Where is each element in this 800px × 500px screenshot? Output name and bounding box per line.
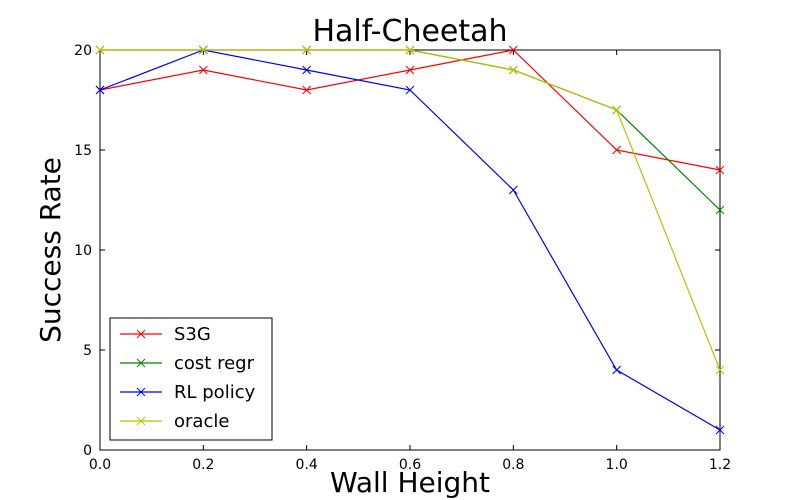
legend-label-s3g: S3G [174,324,211,345]
x-axis-label: Wall Height [330,466,490,499]
data-point-rl-policy [405,85,415,95]
data-point-s3g-stroke-b [302,85,312,95]
data-point-oracle-stroke-b [405,45,415,55]
data-point-s3g [612,145,622,155]
y-tick-label: 10 [74,243,92,259]
data-point-cost-regr-stroke-b [715,205,725,215]
plot-area: 0.0 0.2 0.4 0.6 0.8 1.0 1.2 0 5 10 15 20 [74,43,731,473]
data-point-s3g-stroke-b [715,165,725,175]
y-tick-label: 0 [83,443,92,459]
legend-label-rl-policy: RL policy [174,382,256,403]
x-tick-label: 0.2 [192,457,214,473]
y-axis-label: Success Rate [34,157,67,343]
data-point-rl-policy-stroke-b [715,425,725,435]
data-point-oracle-stroke-b [198,45,208,55]
data-point-oracle [612,105,622,115]
data-point-oracle [95,45,105,55]
series-line-cost-regr [100,49,721,211]
legend-marker-rl-policy [136,387,146,397]
data-point-oracle [302,45,312,55]
data-point-oracle-stroke-b [508,65,518,75]
legend-marker-s3g [136,329,146,339]
legend-marker-cost-regr [136,358,146,368]
chart-title: Half-Cheetah [312,14,507,49]
x-tick-label: 1.2 [709,457,731,473]
data-point-rl-policy [302,65,312,75]
data-point-oracle [405,45,415,55]
x-tick-label: 0.6 [399,457,421,473]
data-point-oracle [198,45,208,55]
data-point-rl-policy-stroke-b [612,365,622,375]
data-point-s3g [405,65,415,75]
data-point-s3g-stroke-b [198,65,208,75]
data-point-rl-policy [95,85,105,95]
data-point-s3g-stroke-b [405,65,415,75]
data-point-oracle-stroke-b [612,105,622,115]
legend-marker-s3g-stroke-b [136,329,146,339]
data-point-oracle-stroke-b [715,365,725,375]
data-point-rl-policy-stroke-b [508,185,518,195]
y-tick-label: 5 [83,343,92,359]
data-point-rl-policy [612,365,622,375]
data-point-rl-policy [715,425,725,435]
legend-label-cost-regr: cost regr [174,353,255,374]
data-point-s3g [508,45,518,55]
y-tick-label: 15 [74,143,92,159]
data-point-s3g-stroke-b [612,145,622,155]
data-point-rl-policy-stroke-b [302,65,312,75]
data-point-oracle [508,65,518,75]
legend-box [109,317,273,441]
data-point-oracle-stroke-b [95,45,105,55]
legend-marker-oracle [136,416,146,426]
x-tick-label: 0.4 [296,457,318,473]
legend: S3G cost regr RL policy oracle [109,317,273,441]
x-tick-label: 1.0 [606,457,628,473]
data-point-rl-policy [508,185,518,195]
data-point-s3g-stroke-b [508,45,518,55]
data-point-s3g [198,65,208,75]
x-tick-label: 0.8 [502,457,524,473]
data-point-oracle [715,365,725,375]
series-line-s3g [99,49,721,171]
x-tick-label: 0.0 [89,457,111,473]
legend-marker-rl-policy-stroke-b [136,387,146,397]
legend-marker-cost-regr-stroke-b [136,358,146,368]
legend-label-oracle: oracle [174,411,229,432]
data-point-s3g [715,165,725,175]
data-point-cost-regr [715,205,725,215]
data-point-rl-policy-stroke-b [95,85,105,95]
data-point-oracle-stroke-b [302,45,312,55]
data-point-rl-policy-stroke-b [405,85,415,95]
y-tick-label: 20 [74,43,92,59]
legend-marker-oracle-stroke-b [136,416,146,426]
data-point-s3g [302,85,312,95]
